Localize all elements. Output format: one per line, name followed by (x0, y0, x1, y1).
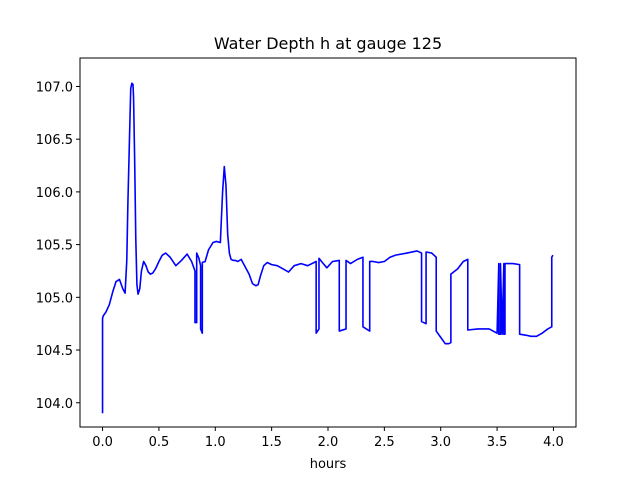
y-tick-label: 106.0 (36, 186, 73, 201)
series-line-0 (101, 82, 554, 414)
x-tick-label: 0.5 (149, 435, 170, 450)
chart-title: Water Depth h at gauge 125 (214, 34, 442, 53)
axes-frame (79, 57, 577, 428)
plot-area (101, 82, 554, 414)
y-tick-label: 104.0 (36, 397, 73, 412)
x-tick-label: 3.0 (430, 435, 451, 450)
x-tick-label: 1.0 (205, 435, 226, 450)
y-tick-label: 105.5 (36, 239, 73, 254)
y-tick-label: 106.5 (36, 133, 73, 148)
y-tick-label: 107.0 (36, 80, 73, 95)
x-tick-label: 0.0 (92, 435, 113, 450)
x-tick-label: 3.5 (487, 435, 508, 450)
y-axis: 104.0 104.5 105.0 105.5 106.0 106.5 107.0 (36, 80, 80, 412)
x-tick-label: 2.0 (318, 435, 339, 450)
x-axis-label: hours (310, 457, 347, 472)
x-tick-label: 2.5 (374, 435, 395, 450)
x-tick-label: 1.5 (261, 435, 282, 450)
y-tick-label: 104.5 (36, 344, 73, 359)
x-axis: 0.0 0.5 1.0 1.5 2.0 2.5 3.0 3.5 4.0 (92, 427, 564, 450)
y-tick-label: 105.0 (36, 291, 73, 306)
x-tick-label: 4.0 (543, 435, 564, 450)
